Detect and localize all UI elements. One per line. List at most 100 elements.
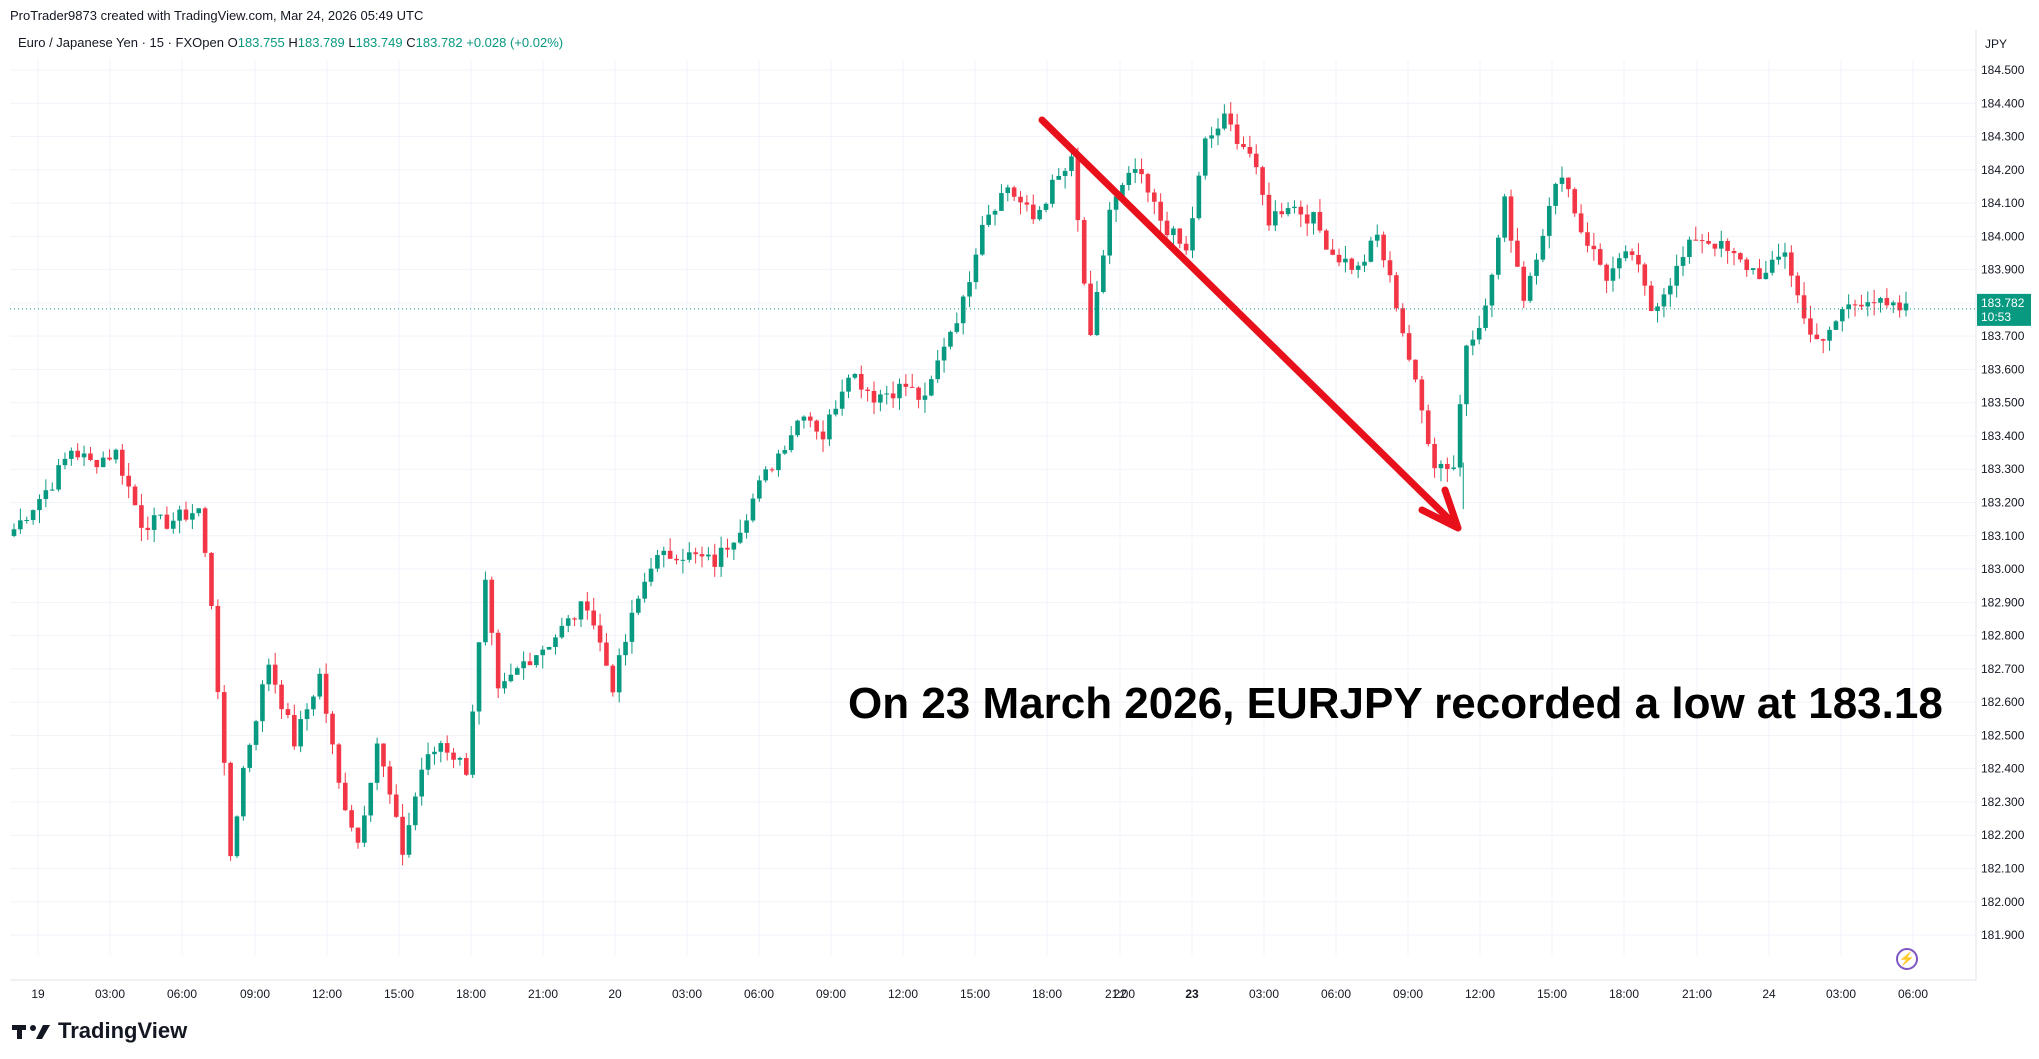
candle-body [776,453,781,471]
candle-body [209,552,214,606]
candle-body [534,655,539,666]
candle-body [757,480,762,499]
candle-body [973,254,979,283]
candle-body [903,383,909,387]
candle-body [1445,463,1450,469]
currency-label: JPY [1985,37,2007,51]
candle-body [1387,260,1393,276]
candle-body [833,408,839,415]
candle-body [1591,245,1597,250]
candle-body [349,810,354,828]
x-tick-label: 15:00 [960,987,990,1001]
candle-body [1502,196,1507,238]
x-tick-label: 06:00 [167,987,197,1001]
candle-body [1030,204,1036,220]
candle-body [202,508,208,553]
y-tick-label: 183.200 [1981,496,2025,510]
candle-body [1706,241,1711,244]
candle-body [1597,249,1603,265]
candle-body [1648,285,1654,311]
x-tick-label: 06:00 [1321,987,1351,1001]
candle-body [1744,259,1750,271]
candle-body [374,743,380,783]
candle-body [336,744,342,783]
candle-body [858,374,864,390]
candle-body [1495,237,1501,275]
candle-body [1680,257,1686,266]
candle-body [578,601,584,620]
candle-body [1336,254,1342,263]
candle-body [948,331,953,347]
lightning-icon[interactable]: ⚡ [1896,948,1918,970]
change-value: +0.028 (+0.02%) [466,35,564,50]
candle-body [750,498,756,521]
candle-body [546,646,552,650]
candle-body [897,383,902,399]
x-tick-label: 03:00 [1249,987,1279,1001]
candle-body [1190,218,1195,251]
candle-body [712,554,718,567]
candle-body [1145,174,1151,193]
candle-body [1610,268,1616,281]
candle-body [145,527,151,530]
candle-body [470,711,475,775]
candle-body [1406,333,1412,360]
candle-body [196,508,202,514]
candle-body [839,391,845,409]
candle-body [1419,379,1425,411]
candle-body [954,323,960,332]
candle-body [540,649,546,656]
candle-body [126,475,131,487]
candle-body [731,542,737,550]
candle-body [1075,156,1081,221]
candle-body [871,390,877,403]
y-tick-label: 183.900 [1981,263,2025,277]
candle-body [1789,252,1794,276]
candle-body [170,520,176,529]
created-by-text: ProTrader9873 created with TradingView.c… [10,8,424,23]
x-tick-label: 19 [31,987,45,1001]
candle-body [1425,410,1431,444]
y-tick-label: 182.700 [1981,662,2025,676]
candle-body [820,431,826,440]
candle-body [941,346,947,361]
candle-body [1451,467,1457,469]
candle-body [30,510,36,520]
candle-body [260,684,265,722]
symbol-name: Euro / Japanese Yen · 15 · FXOpen [18,35,224,50]
candle-body [986,214,991,225]
x-tick-label: 06:00 [744,987,774,1001]
candle-body [1769,259,1775,273]
candle-body [865,389,870,391]
x-tick-label: 21:00 [1105,987,1135,1001]
candle-body [272,664,278,685]
candle-body [476,642,482,712]
candle-body [1253,153,1259,168]
candle-body [807,416,813,421]
candle-body [1712,243,1718,249]
candle-body [132,486,138,506]
candle-body [1413,359,1418,380]
candle-body [298,719,303,747]
x-tick-label: 09:00 [1393,987,1423,1001]
candle-body [667,550,673,559]
x-tick-label: 06:00 [1898,987,1928,1001]
candle-body [508,674,514,682]
candle-body [1101,255,1106,293]
candle-body [827,414,832,440]
candle-body [1234,124,1240,144]
candle-body [514,668,520,675]
symbol-legend: Euro / Japanese Yen · 15 · FXOpen O183.7… [18,35,563,50]
candle-body [1833,321,1839,330]
candle-body [737,532,743,543]
y-tick-label: 182.200 [1981,828,2025,842]
candle-body [113,449,119,460]
candle-body [1266,194,1272,226]
candle-body [489,579,495,633]
candle-body [368,782,374,816]
y-tick-label: 182.800 [1981,629,2025,643]
candle-body [355,827,361,843]
candle-body [521,661,526,669]
candle-body [11,529,17,536]
